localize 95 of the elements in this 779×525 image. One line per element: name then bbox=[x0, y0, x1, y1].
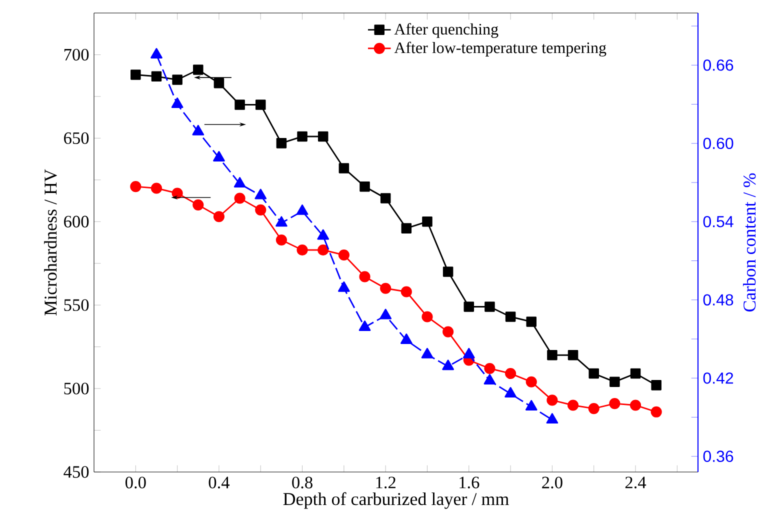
point bbox=[422, 216, 432, 227]
legend-label: After quenching bbox=[394, 23, 498, 38]
point bbox=[317, 229, 330, 240]
point bbox=[650, 406, 662, 418]
point bbox=[151, 71, 162, 82]
point bbox=[318, 244, 329, 256]
point bbox=[484, 374, 496, 384]
point bbox=[401, 223, 412, 234]
point bbox=[234, 177, 246, 188]
x-axis-title: Depth of carburized layer / mm bbox=[283, 492, 509, 509]
y-tick-label: 500 bbox=[64, 382, 89, 394]
y2-tick-label: 0.60 bbox=[703, 138, 734, 150]
x-tick-label: 0.0 bbox=[126, 476, 146, 488]
y-tick-label: 450 bbox=[64, 466, 89, 478]
y2-axis-title: Carbon content / % bbox=[743, 173, 756, 312]
point bbox=[630, 400, 642, 411]
x-tick-label: 1.2 bbox=[376, 476, 396, 488]
point bbox=[359, 271, 370, 282]
x-tick-label: 0.4 bbox=[208, 476, 230, 488]
point bbox=[442, 266, 454, 277]
y-tick-label: 700 bbox=[64, 48, 89, 61]
point bbox=[442, 360, 454, 370]
point bbox=[360, 181, 370, 192]
point bbox=[296, 244, 308, 256]
point bbox=[234, 100, 245, 110]
point bbox=[213, 151, 225, 162]
y2-tick-label: 0.66 bbox=[703, 59, 734, 71]
point bbox=[442, 326, 454, 338]
point bbox=[338, 163, 350, 174]
x-tick-label: 2.0 bbox=[542, 476, 562, 488]
x-tick-label: 2.4 bbox=[625, 476, 646, 488]
point bbox=[484, 302, 495, 312]
point bbox=[484, 362, 496, 374]
point bbox=[504, 387, 516, 398]
point bbox=[130, 70, 141, 80]
point bbox=[276, 138, 287, 148]
point bbox=[192, 124, 204, 136]
point bbox=[338, 281, 350, 292]
point bbox=[380, 193, 391, 204]
point bbox=[254, 188, 267, 200]
y-tick-label: 650 bbox=[64, 132, 89, 144]
y-tick-label: 600 bbox=[64, 216, 89, 228]
point bbox=[464, 302, 474, 312]
point bbox=[609, 398, 620, 410]
point bbox=[338, 249, 350, 261]
point bbox=[568, 350, 578, 360]
point bbox=[297, 131, 308, 142]
point bbox=[193, 64, 204, 75]
point bbox=[172, 74, 182, 85]
point bbox=[234, 192, 246, 204]
legend-label: After low-temperature tempering bbox=[394, 42, 606, 56]
point bbox=[546, 394, 558, 406]
point bbox=[525, 400, 538, 411]
point bbox=[400, 334, 412, 344]
point bbox=[651, 380, 662, 390]
point bbox=[505, 368, 516, 380]
point bbox=[255, 100, 266, 110]
point bbox=[526, 376, 537, 388]
y-tick-label: 550 bbox=[64, 299, 89, 311]
point bbox=[150, 48, 162, 58]
point bbox=[255, 204, 266, 216]
point bbox=[296, 204, 308, 215]
y2-tick-label: 0.48 bbox=[703, 294, 734, 306]
x-tick-label: 0.8 bbox=[292, 476, 312, 488]
point bbox=[380, 308, 392, 320]
point bbox=[526, 316, 537, 327]
point bbox=[318, 131, 328, 142]
point bbox=[547, 350, 558, 360]
point bbox=[462, 348, 475, 358]
point bbox=[214, 78, 224, 88]
y2-tick-label: 0.42 bbox=[703, 372, 734, 384]
y2-tick-label: 0.54 bbox=[703, 216, 734, 228]
point bbox=[421, 348, 434, 358]
point bbox=[546, 413, 558, 424]
point bbox=[505, 312, 516, 322]
point bbox=[588, 368, 599, 379]
point bbox=[630, 368, 641, 379]
point bbox=[380, 282, 392, 294]
point bbox=[422, 311, 433, 322]
point bbox=[172, 188, 183, 199]
point bbox=[588, 403, 600, 414]
point bbox=[213, 211, 225, 222]
point bbox=[358, 320, 371, 331]
x-tick-label: 1.6 bbox=[460, 476, 480, 488]
y2-tick-label: 0.36 bbox=[703, 450, 734, 462]
point bbox=[192, 199, 204, 210]
point bbox=[400, 286, 412, 298]
point bbox=[130, 181, 142, 192]
point bbox=[171, 98, 184, 108]
point bbox=[276, 234, 287, 246]
point bbox=[150, 182, 162, 194]
point bbox=[276, 216, 288, 227]
point bbox=[567, 400, 579, 411]
point bbox=[610, 376, 620, 387]
y-axis-title: Microhardness / HV bbox=[44, 169, 57, 316]
